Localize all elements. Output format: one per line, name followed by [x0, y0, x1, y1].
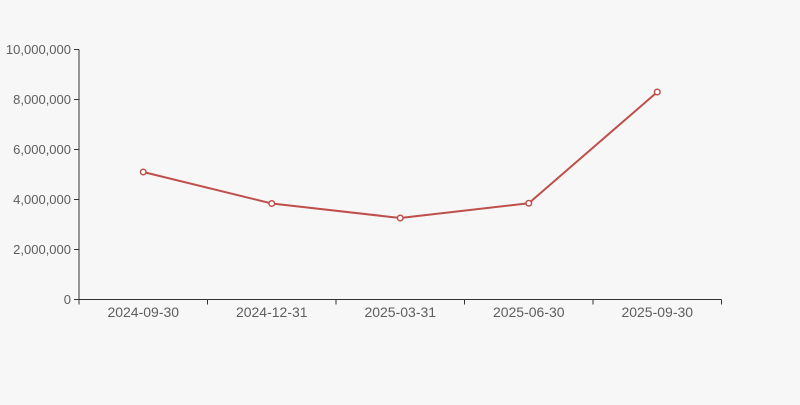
x-axis-label: 2024-12-31: [236, 304, 308, 320]
data-point-marker[interactable]: [396, 214, 404, 222]
data-point-marker[interactable]: [139, 168, 147, 176]
y-axis-label: 8,000,000: [13, 92, 71, 107]
x-axis-label: 2025-06-30: [493, 304, 565, 320]
y-axis-label: 6,000,000: [13, 142, 71, 157]
y-axis-label: 0: [64, 292, 71, 307]
y-axis-label: 10,000,000: [6, 42, 71, 57]
data-point-marker[interactable]: [268, 199, 276, 208]
x-axis-label: 2025-09-30: [621, 304, 693, 320]
x-axis-label: 2024-09-30: [107, 304, 179, 320]
x-axis-label: 2025-03-31: [364, 304, 436, 320]
data-point-marker[interactable]: [525, 199, 533, 207]
y-axis-label: 2,000,000: [13, 242, 71, 257]
data-point-marker[interactable]: [653, 88, 661, 96]
series-line: [142, 91, 659, 219]
y-axis-label: 4,000,000: [13, 192, 71, 207]
